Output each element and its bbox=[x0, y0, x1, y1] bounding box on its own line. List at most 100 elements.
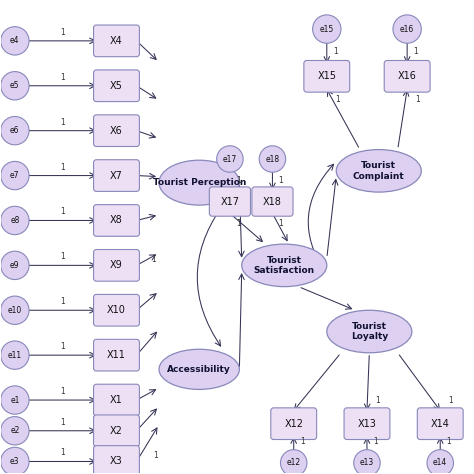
Circle shape bbox=[0, 447, 29, 474]
Text: e11: e11 bbox=[8, 351, 22, 360]
Circle shape bbox=[281, 450, 307, 474]
Text: X4: X4 bbox=[110, 36, 123, 46]
Text: Tourist
Complaint: Tourist Complaint bbox=[353, 161, 405, 181]
Text: Tourist
Loyalty: Tourist Loyalty bbox=[351, 322, 388, 341]
FancyBboxPatch shape bbox=[93, 384, 139, 416]
FancyBboxPatch shape bbox=[271, 408, 317, 439]
Text: X9: X9 bbox=[110, 260, 123, 270]
Text: e6: e6 bbox=[10, 126, 19, 135]
Circle shape bbox=[0, 341, 29, 369]
FancyBboxPatch shape bbox=[304, 61, 350, 92]
Text: 1: 1 bbox=[60, 418, 65, 427]
FancyBboxPatch shape bbox=[417, 408, 463, 439]
Circle shape bbox=[0, 206, 29, 235]
Text: 1: 1 bbox=[373, 437, 378, 446]
Text: 1: 1 bbox=[279, 176, 283, 185]
Text: 1: 1 bbox=[60, 297, 65, 306]
Text: X14: X14 bbox=[431, 419, 450, 428]
Text: 1: 1 bbox=[415, 95, 420, 104]
Text: X8: X8 bbox=[110, 216, 123, 226]
Text: e3: e3 bbox=[10, 457, 19, 466]
Text: 1: 1 bbox=[60, 28, 65, 37]
FancyBboxPatch shape bbox=[384, 61, 430, 92]
Text: X7: X7 bbox=[110, 171, 123, 181]
Text: X2: X2 bbox=[110, 426, 123, 436]
Text: Tourist
Satisfaction: Tourist Satisfaction bbox=[254, 255, 315, 275]
FancyBboxPatch shape bbox=[252, 187, 293, 216]
Circle shape bbox=[0, 72, 29, 100]
Text: X12: X12 bbox=[284, 419, 303, 428]
Text: 1: 1 bbox=[236, 176, 241, 185]
Text: 1: 1 bbox=[151, 255, 155, 264]
Text: 1: 1 bbox=[60, 252, 65, 261]
Ellipse shape bbox=[159, 349, 239, 390]
Text: X18: X18 bbox=[263, 197, 282, 207]
Text: 1: 1 bbox=[60, 118, 65, 127]
Text: e9: e9 bbox=[10, 261, 19, 270]
Text: X6: X6 bbox=[110, 126, 123, 136]
FancyBboxPatch shape bbox=[93, 115, 139, 146]
Text: X10: X10 bbox=[107, 305, 126, 315]
Text: e18: e18 bbox=[265, 155, 280, 164]
Circle shape bbox=[217, 146, 243, 172]
Text: 1: 1 bbox=[60, 342, 65, 351]
Text: X11: X11 bbox=[107, 350, 126, 360]
Text: e7: e7 bbox=[10, 171, 19, 180]
Circle shape bbox=[259, 146, 286, 172]
Text: 1: 1 bbox=[333, 47, 337, 56]
Circle shape bbox=[0, 386, 29, 414]
Text: e5: e5 bbox=[10, 81, 19, 90]
Text: e4: e4 bbox=[10, 36, 19, 46]
Text: X1: X1 bbox=[110, 395, 123, 405]
FancyBboxPatch shape bbox=[93, 446, 139, 474]
Text: 1: 1 bbox=[60, 448, 65, 457]
Text: e14: e14 bbox=[433, 458, 447, 467]
FancyBboxPatch shape bbox=[93, 249, 139, 281]
Text: 1: 1 bbox=[60, 387, 65, 396]
Ellipse shape bbox=[327, 310, 412, 353]
FancyBboxPatch shape bbox=[93, 25, 139, 57]
Text: X17: X17 bbox=[220, 197, 239, 207]
Circle shape bbox=[354, 450, 380, 474]
Ellipse shape bbox=[336, 150, 421, 192]
Text: 1: 1 bbox=[236, 219, 241, 228]
FancyBboxPatch shape bbox=[210, 187, 250, 216]
FancyBboxPatch shape bbox=[93, 339, 139, 371]
Text: 1: 1 bbox=[60, 163, 65, 172]
Text: 1: 1 bbox=[153, 451, 158, 460]
FancyBboxPatch shape bbox=[93, 205, 139, 237]
Text: e10: e10 bbox=[8, 306, 22, 315]
Circle shape bbox=[427, 450, 454, 474]
Ellipse shape bbox=[159, 160, 239, 205]
Text: X5: X5 bbox=[110, 81, 123, 91]
Circle shape bbox=[0, 161, 29, 190]
Text: X15: X15 bbox=[317, 71, 336, 82]
Text: 1: 1 bbox=[448, 396, 453, 405]
Text: 1: 1 bbox=[279, 219, 283, 228]
FancyBboxPatch shape bbox=[93, 70, 139, 101]
FancyBboxPatch shape bbox=[93, 415, 139, 447]
FancyBboxPatch shape bbox=[93, 160, 139, 191]
Circle shape bbox=[0, 417, 29, 445]
Text: 1: 1 bbox=[300, 437, 305, 446]
Circle shape bbox=[0, 251, 29, 280]
Text: e16: e16 bbox=[400, 25, 414, 34]
Circle shape bbox=[393, 15, 421, 43]
Text: 1: 1 bbox=[335, 95, 339, 104]
Circle shape bbox=[0, 296, 29, 324]
Text: 1: 1 bbox=[60, 208, 65, 217]
FancyBboxPatch shape bbox=[344, 408, 390, 439]
Text: e8: e8 bbox=[10, 216, 19, 225]
Text: e17: e17 bbox=[223, 155, 237, 164]
Text: e1: e1 bbox=[10, 395, 19, 404]
Text: Accessibility: Accessibility bbox=[167, 365, 231, 374]
Text: e12: e12 bbox=[287, 458, 301, 467]
Text: e15: e15 bbox=[319, 25, 334, 34]
Text: 1: 1 bbox=[375, 396, 380, 405]
Text: 1: 1 bbox=[60, 73, 65, 82]
Circle shape bbox=[0, 27, 29, 55]
Text: X3: X3 bbox=[110, 456, 123, 466]
Text: 1: 1 bbox=[447, 437, 451, 446]
FancyBboxPatch shape bbox=[93, 294, 139, 326]
Circle shape bbox=[313, 15, 341, 43]
